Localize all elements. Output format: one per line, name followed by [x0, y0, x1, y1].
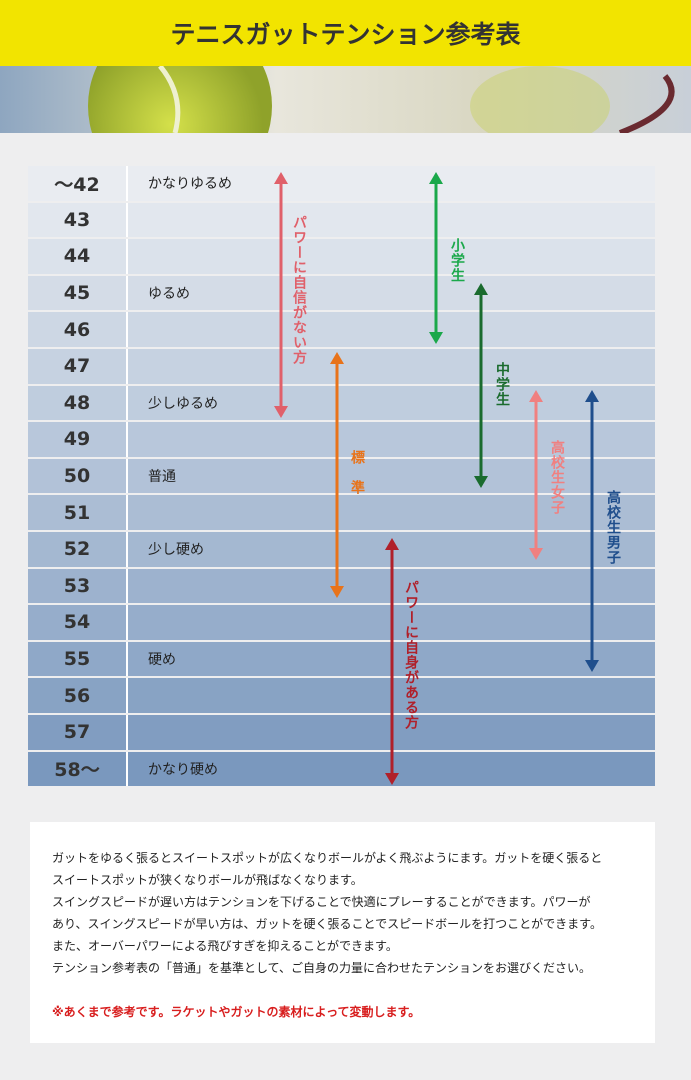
note-line: また、オーバーパワーによる飛びすぎを抑えることができます。	[52, 939, 398, 953]
notes-box: ガットをゆるく張るとスイートスポットが広くなりボールがよく飛ぶようにます。ガット…	[30, 822, 655, 1043]
table-row: 50 普通	[28, 458, 655, 494]
tension-value: 52	[28, 532, 128, 567]
table-row: 44	[28, 239, 655, 274]
note-line: ガットをゆるく張るとスイートスポットが広くなりボールがよく飛ぶようにます。ガット…	[52, 851, 603, 865]
arrow-label: 中学生	[494, 362, 510, 407]
table-row: 58～ かなり硬め	[28, 751, 655, 787]
arrow-label: 高校生女子	[549, 440, 565, 515]
table-row: 45 ゆるめ	[28, 275, 655, 311]
arrow-head	[330, 586, 344, 598]
tension-value: ～42	[28, 166, 128, 201]
arrows	[274, 172, 599, 785]
table-row: 51	[28, 495, 655, 530]
note-line: スイートスポットが狭くなりボールが飛ばなくなります。	[52, 873, 363, 887]
note-line: あり、スイングスピードが早い方は、ガットを硬く張ることでスピードボールを打つこと…	[52, 917, 602, 931]
tension-value: 49	[28, 422, 128, 457]
arrow-head	[585, 390, 599, 402]
arrow-head	[274, 406, 288, 418]
tension-label: 硬め	[148, 652, 176, 669]
tension-label: 少しゆるめ	[148, 395, 218, 412]
tension-label: かなりゆるめ	[148, 176, 232, 193]
tension-value: 57	[28, 715, 128, 750]
arrow-head	[429, 172, 443, 184]
table-row: 52 少し硬め	[28, 532, 655, 567]
tension-label: 普通	[148, 469, 176, 486]
tension-label: ゆるめ	[148, 286, 190, 303]
tension-value: 44	[28, 239, 128, 274]
arrow-label: パワーに自信がない方	[291, 215, 307, 365]
arrow-label: 標準	[349, 450, 365, 510]
tension-value: 43	[28, 202, 128, 238]
table-row: 57	[28, 715, 655, 750]
tension-value: 50	[28, 458, 128, 494]
arrow-head	[274, 172, 288, 184]
header-title: テニスガットテンション参考表	[0, 0, 691, 66]
tension-value: 56	[28, 678, 128, 713]
warning-text: ※あくまで参考です。ラケットやガットの素材によって変動します。	[52, 1005, 421, 1019]
tension-value: 45	[28, 275, 128, 311]
table-row: 43	[28, 202, 655, 238]
arrow-head	[385, 773, 399, 785]
arrow-head	[529, 548, 543, 560]
arrow-label: 高校生男子	[605, 490, 621, 565]
tension-value: 55	[28, 641, 128, 677]
tension-value: 58～	[28, 751, 128, 787]
arrow-head	[474, 476, 488, 488]
arrow-label: パワーに自身がある方	[403, 580, 419, 730]
photo-strip	[0, 66, 691, 133]
table-row: 49	[28, 422, 655, 457]
tension-value: 51	[28, 495, 128, 530]
table-row: 56	[28, 678, 655, 713]
tension-label: 少し硬め	[148, 542, 204, 559]
arrow-label: 小学生	[449, 238, 465, 283]
tension-value: 47	[28, 349, 128, 384]
table-row: 47	[28, 349, 655, 384]
tension-value: 48	[28, 385, 128, 421]
arrow-head	[385, 538, 399, 550]
arrow-head	[474, 283, 488, 295]
arrow-head	[429, 332, 443, 344]
table-row: ～42 かなりゆるめ	[28, 166, 655, 201]
table-row: 46	[28, 312, 655, 347]
arrow-head	[585, 660, 599, 672]
table-row: 48 少しゆるめ	[28, 385, 655, 421]
arrow-head	[529, 390, 543, 402]
tension-value: 46	[28, 312, 128, 347]
note-line: スイングスピードが遅い方はテンションを下げることで快適にプレーすることができます…	[52, 895, 591, 909]
tension-value: 54	[28, 605, 128, 640]
tension-label: かなり硬め	[148, 761, 218, 778]
table-row: 54	[28, 605, 655, 640]
table-row: 55 硬め	[28, 641, 655, 677]
table-row: 53	[28, 568, 655, 604]
arrow-head	[330, 352, 344, 364]
note-line: テンション参考表の「普通」を基準として、ご自身の力量に合わせたテンションをお選び…	[52, 961, 592, 975]
tension-value: 53	[28, 568, 128, 604]
